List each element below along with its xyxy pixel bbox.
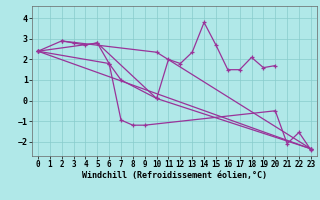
X-axis label: Windchill (Refroidissement éolien,°C): Windchill (Refroidissement éolien,°C)	[82, 171, 267, 180]
